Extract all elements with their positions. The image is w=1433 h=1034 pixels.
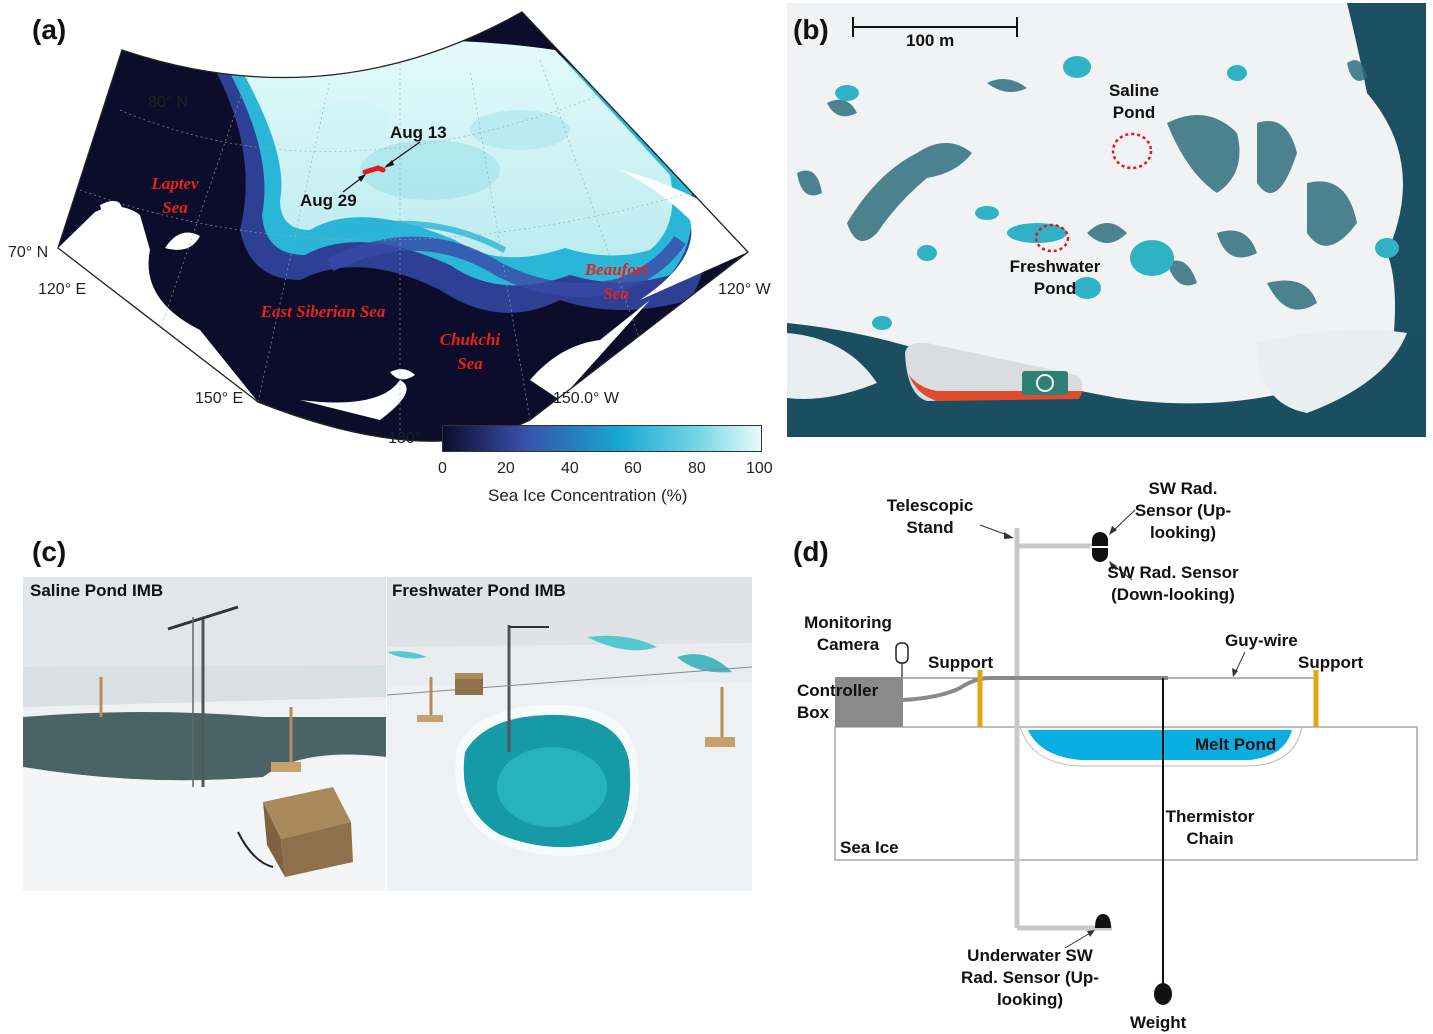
sea-label-laptev: Laptev Sea xyxy=(151,174,199,217)
lon-label-180: 180° xyxy=(388,430,422,447)
sw-down-sensor-label: SW Rad. Sensor (Down-looking) xyxy=(1107,563,1239,604)
camera-label: Monitoring Camera xyxy=(804,613,892,654)
colorbar-tick-80: 80 xyxy=(688,460,706,477)
underwater-sensor-label: Underwater SW Rad. Sensor (Up-looking) xyxy=(961,946,1099,1009)
sea-label-chukchi: Chukchi Sea xyxy=(439,330,501,373)
controller-box-label: Controller Box xyxy=(797,681,879,722)
freshwater-pond-label: Freshwater Pond xyxy=(1009,257,1101,298)
lon-label-120e: 120° E xyxy=(38,281,87,298)
sea-label-east-siberian: East Siberian Sea xyxy=(260,302,386,321)
lon-label-150w: 150.0° W xyxy=(553,390,619,407)
track-label-aug13: Aug 13 xyxy=(390,123,447,142)
freshwater-pond-imb-title: Freshwater Pond IMB xyxy=(392,581,566,600)
lat-label-70n: 70° N xyxy=(8,244,49,261)
saline-pond-label: Saline Pond xyxy=(1108,81,1160,122)
ship xyxy=(905,342,1083,401)
aerial-photo xyxy=(787,3,1426,437)
lon-label-150e: 150° E xyxy=(195,390,244,407)
thermistor-chain-label: Thermistor Chain xyxy=(1165,807,1255,848)
sea-ice-label: Sea Ice xyxy=(840,838,899,857)
melt-pond-label: Melt Pond xyxy=(1195,735,1277,754)
support-left-label: Support xyxy=(928,653,994,672)
colorbar-tick-100: 100 xyxy=(746,460,773,477)
panel-c-label: (c) xyxy=(32,536,67,567)
guy-wire-label: Guy-wire xyxy=(1225,631,1298,650)
colorbar-tick-0: 0 xyxy=(438,460,447,477)
colorbar-tick-20: 20 xyxy=(497,460,515,477)
colorbar xyxy=(442,425,762,452)
sea-ice-map xyxy=(57,11,749,442)
colorbar-tick-60: 60 xyxy=(624,460,642,477)
colorbar-label: Sea Ice Concentration (%) xyxy=(488,486,688,505)
freshwater-pond-photo xyxy=(387,577,752,891)
saline-pond-imb-title: Saline Pond IMB xyxy=(30,581,164,600)
imb-schematic xyxy=(834,509,1418,1005)
panel-b-label: (b) xyxy=(793,14,829,45)
panel-a-label: (a) xyxy=(32,14,67,45)
support-right-label: Support xyxy=(1298,653,1364,672)
weight-label: Weight xyxy=(1130,1013,1187,1032)
track-label-aug29: Aug 29 xyxy=(300,191,357,210)
sw-up-sensor-label: SW Rad. Sensor (Up-looking) xyxy=(1134,479,1232,542)
telescopic-stand-label: Telescopic Stand xyxy=(886,496,974,537)
lon-label-120w: 120° W xyxy=(718,281,771,298)
panel-d-label: (d) xyxy=(793,536,829,567)
saline-pond-photo xyxy=(23,577,386,891)
colorbar-tick-40: 40 xyxy=(561,460,579,477)
scale-bar-label: 100 m xyxy=(906,31,955,50)
lat-label-80n: 80° N xyxy=(148,94,189,111)
sea-label-beaufort: Beaufort Sea xyxy=(584,260,648,303)
